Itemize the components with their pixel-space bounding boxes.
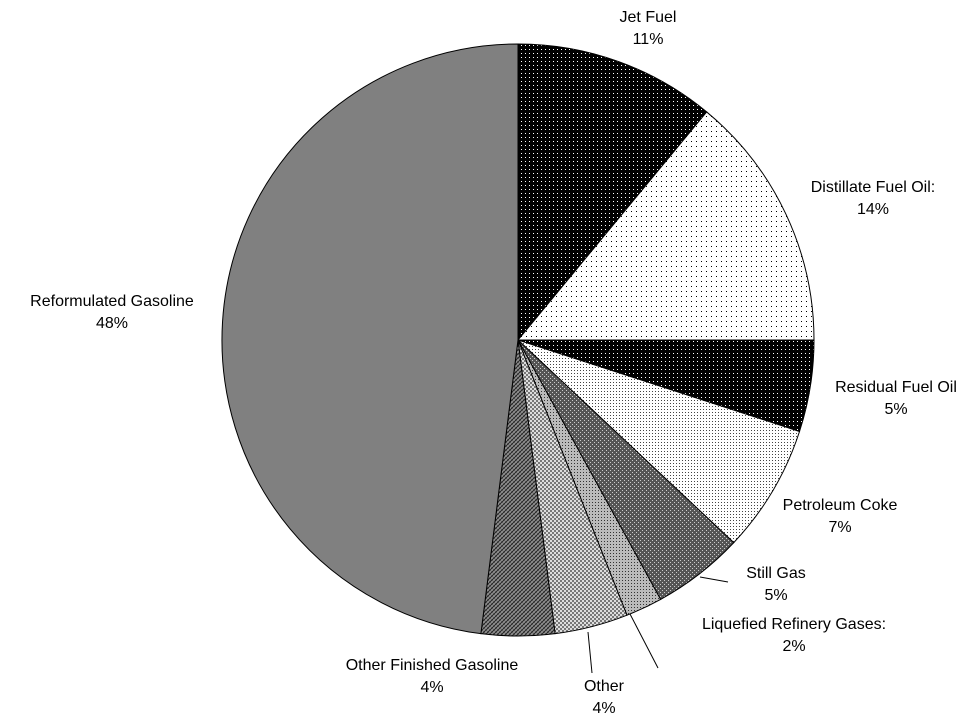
slice-label-value: 5% (884, 401, 907, 418)
slice-label-name: Distillate Fuel Oil: (811, 179, 935, 196)
leader-line-still-gas (699, 576, 729, 583)
pie-slice-reformulated-gasoline (221, 43, 519, 635)
slice-label-reformulated-gasoline: Reformulated Gasoline 48% (30, 293, 194, 332)
leader-line-other (587, 631, 593, 674)
slice-label-jet-fuel: Jet Fuel 11% (620, 9, 677, 48)
slice-label-name: Liquefied Refinery Gases: (702, 616, 886, 633)
slice-label-other: Other 4% (584, 678, 625, 715)
slice-label-liquefied-refinery-gases: Liquefied Refinery Gases: 2% (702, 616, 886, 655)
slice-label-value: 14% (857, 201, 889, 218)
slice-label-name: Residual Fuel Oil (835, 379, 957, 396)
pie-slice-distillate-fuel-oil (516, 111, 815, 341)
slice-label-name: Reformulated Gasoline (30, 293, 194, 310)
slice-labels: Jet Fuel 11% Distillate Fuel Oil: 14% Residu… (30, 9, 957, 715)
slice-label-other-finished-gasoline: Other Finished Gasoline 4% (346, 657, 519, 696)
slice-label-value: 4% (592, 700, 615, 715)
slice-label-name: Petroleum Coke (783, 497, 898, 514)
pie-slices (221, 43, 815, 637)
leader-lines (587, 576, 729, 674)
slice-label-distillate-fuel-oil: Distillate Fuel Oil: 14% (811, 179, 935, 218)
slice-label-value: 2% (782, 638, 805, 655)
slice-label-name: Other Finished Gasoline (346, 657, 519, 674)
pie-slice-jet-fuel (517, 43, 708, 342)
slice-label-value: 7% (828, 519, 851, 536)
slice-label-residual-fuel-oil: Residual Fuel Oil 5% (835, 379, 957, 418)
pie-slice-petroleum-coke (517, 339, 801, 544)
slice-label-value: 48% (96, 315, 128, 332)
slice-label-name: Other (584, 678, 625, 695)
slice-label-value: 11% (633, 31, 664, 48)
slice-label-value: 4% (420, 679, 443, 696)
leader-line-liquefied-refinery-gases (629, 613, 659, 669)
slice-label-petroleum-coke: Petroleum Coke 7% (783, 497, 898, 536)
slice-label-name: Jet Fuel (620, 9, 677, 26)
slice-label-still-gas: Still Gas 5% (746, 565, 806, 604)
slice-label-name: Still Gas (746, 565, 806, 582)
slice-label-value: 5% (764, 587, 787, 604)
